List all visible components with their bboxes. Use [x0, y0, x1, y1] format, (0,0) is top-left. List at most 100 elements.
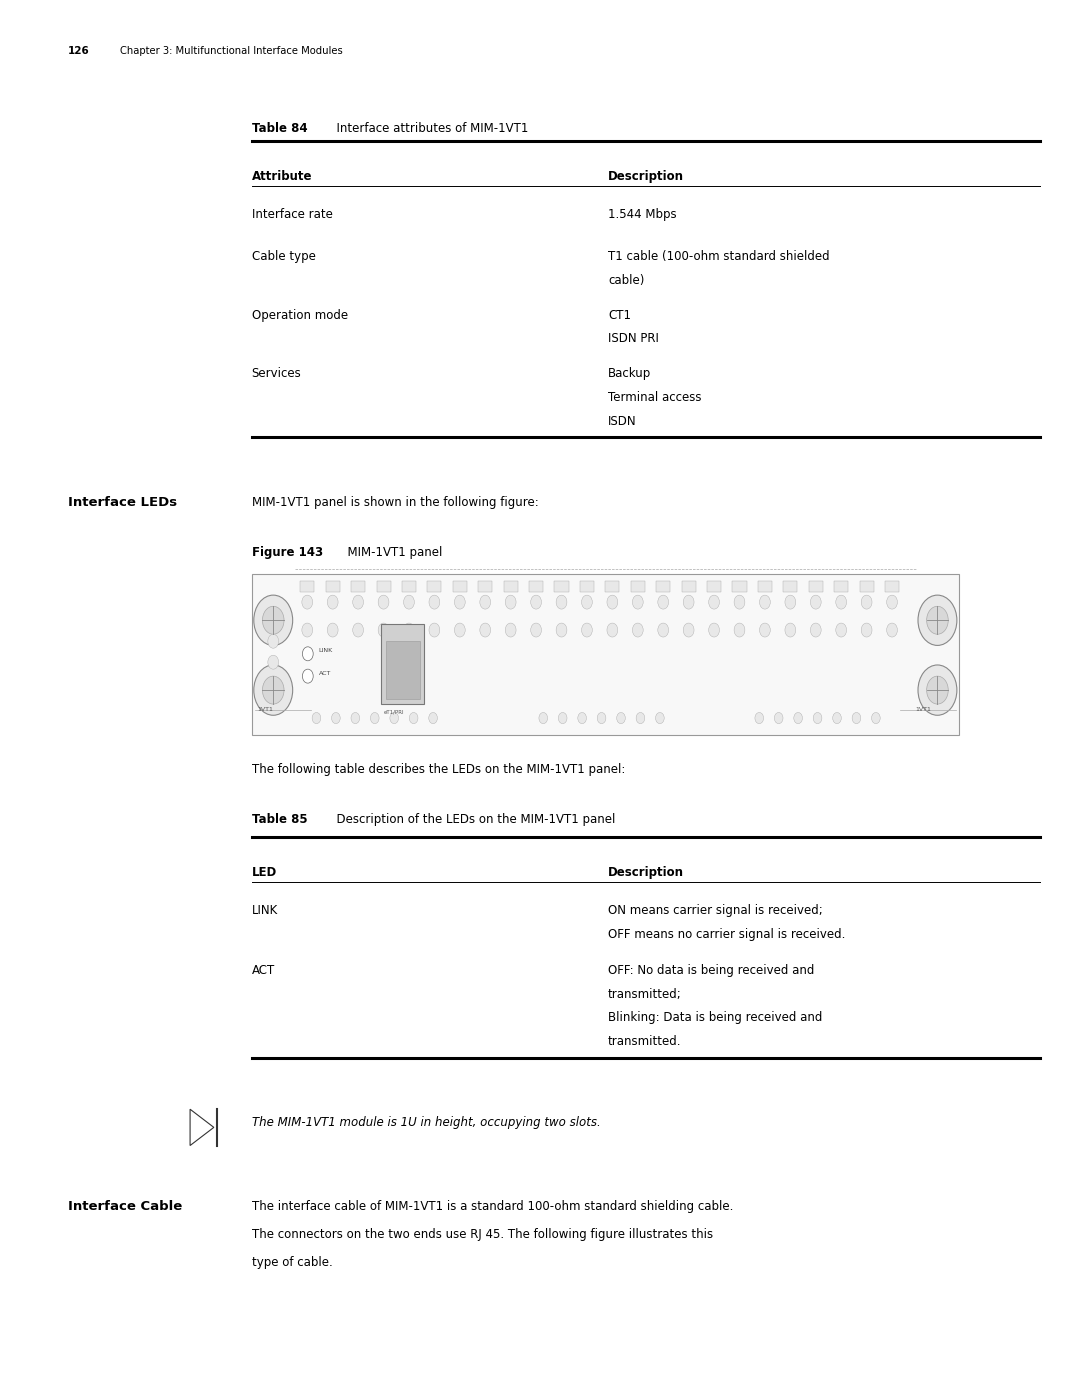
Bar — [529, 581, 543, 592]
Bar — [381, 624, 424, 704]
Text: Description of the LEDs on the MIM-1VT1 panel: Description of the LEDs on the MIM-1VT1 … — [329, 813, 616, 826]
Circle shape — [378, 595, 389, 609]
Circle shape — [332, 712, 340, 724]
Text: Operation mode: Operation mode — [252, 309, 348, 321]
Text: The connectors on the two ends use RJ 45. The following figure illustrates this: The connectors on the two ends use RJ 45… — [252, 1228, 713, 1241]
Circle shape — [607, 623, 618, 637]
Circle shape — [505, 623, 516, 637]
Circle shape — [409, 712, 418, 724]
Bar — [631, 581, 645, 592]
Circle shape — [810, 623, 821, 637]
Circle shape — [836, 595, 847, 609]
Circle shape — [581, 623, 592, 637]
Text: transmitted.: transmitted. — [608, 1035, 681, 1048]
Circle shape — [390, 712, 399, 724]
Bar — [860, 581, 874, 592]
Text: 1.544 Mbps: 1.544 Mbps — [608, 208, 677, 221]
Text: ISDN: ISDN — [608, 415, 637, 427]
Circle shape — [658, 623, 669, 637]
Circle shape — [774, 712, 783, 724]
Circle shape — [872, 712, 880, 724]
Text: ACT: ACT — [252, 964, 275, 977]
Circle shape — [813, 712, 822, 724]
Text: Figure 143: Figure 143 — [252, 546, 323, 559]
Text: Table 84: Table 84 — [252, 122, 308, 134]
Text: LED: LED — [252, 866, 276, 879]
Circle shape — [404, 623, 415, 637]
Text: Cable type: Cable type — [252, 250, 315, 263]
Circle shape — [302, 595, 313, 609]
Circle shape — [429, 712, 437, 724]
Bar — [503, 581, 517, 592]
Circle shape — [810, 595, 821, 609]
Circle shape — [254, 595, 293, 645]
Text: Backup: Backup — [608, 367, 651, 380]
Circle shape — [429, 595, 440, 609]
Circle shape — [833, 712, 841, 724]
Circle shape — [556, 623, 567, 637]
Circle shape — [530, 623, 541, 637]
Bar — [453, 581, 467, 592]
Circle shape — [852, 712, 861, 724]
Circle shape — [927, 676, 948, 704]
Circle shape — [633, 623, 644, 637]
Text: Interface attributes of MIM-1VT1: Interface attributes of MIM-1VT1 — [329, 122, 529, 134]
Text: The interface cable of MIM-1VT1 is a standard 100-ohm standard shielding cable.: The interface cable of MIM-1VT1 is a sta… — [252, 1200, 733, 1213]
Text: Interface rate: Interface rate — [252, 208, 333, 221]
Bar — [834, 581, 848, 592]
Bar — [351, 581, 365, 592]
Circle shape — [327, 623, 338, 637]
Bar — [300, 581, 314, 592]
Bar — [657, 581, 671, 592]
Bar — [681, 581, 696, 592]
Text: transmitted;: transmitted; — [608, 988, 681, 1000]
Circle shape — [302, 623, 313, 637]
Circle shape — [708, 623, 719, 637]
Text: cable): cable) — [608, 274, 645, 286]
Text: LINK: LINK — [252, 904, 278, 916]
Text: Terminal access: Terminal access — [608, 391, 702, 404]
Text: Description: Description — [608, 866, 684, 879]
Circle shape — [759, 595, 770, 609]
Circle shape — [636, 712, 645, 724]
Circle shape — [734, 623, 745, 637]
Circle shape — [861, 595, 872, 609]
Circle shape — [684, 623, 694, 637]
Text: MIM-1VT1 panel is shown in the following figure:: MIM-1VT1 panel is shown in the following… — [252, 496, 539, 509]
Text: ON means carrier signal is received;: ON means carrier signal is received; — [608, 904, 823, 916]
Circle shape — [581, 595, 592, 609]
Circle shape — [455, 623, 465, 637]
Circle shape — [302, 647, 313, 661]
Circle shape — [262, 606, 284, 634]
Text: OFF means no carrier signal is received.: OFF means no carrier signal is received. — [608, 928, 846, 940]
Circle shape — [607, 595, 618, 609]
Circle shape — [759, 623, 770, 637]
Circle shape — [836, 623, 847, 637]
Circle shape — [327, 595, 338, 609]
Circle shape — [656, 712, 664, 724]
Circle shape — [684, 595, 694, 609]
Circle shape — [302, 669, 313, 683]
Circle shape — [268, 655, 279, 669]
Circle shape — [262, 676, 284, 704]
Circle shape — [530, 595, 541, 609]
Circle shape — [429, 623, 440, 637]
Circle shape — [887, 595, 897, 609]
Text: ISDN PRI: ISDN PRI — [608, 332, 659, 345]
Circle shape — [927, 606, 948, 634]
Text: ACT: ACT — [319, 671, 330, 676]
Text: The MIM-1VT1 module is 1U in height, occupying two slots.: The MIM-1VT1 module is 1U in height, occ… — [252, 1116, 600, 1129]
Circle shape — [378, 623, 389, 637]
Circle shape — [480, 595, 490, 609]
Text: 126: 126 — [68, 46, 90, 56]
Circle shape — [708, 595, 719, 609]
Bar — [386, 641, 420, 698]
Circle shape — [785, 623, 796, 637]
Circle shape — [578, 712, 586, 724]
Bar — [783, 581, 797, 592]
Text: Interface LEDs: Interface LEDs — [68, 496, 177, 509]
Text: LINK: LINK — [319, 648, 333, 654]
Circle shape — [351, 712, 360, 724]
Bar — [758, 581, 772, 592]
Circle shape — [918, 595, 957, 645]
